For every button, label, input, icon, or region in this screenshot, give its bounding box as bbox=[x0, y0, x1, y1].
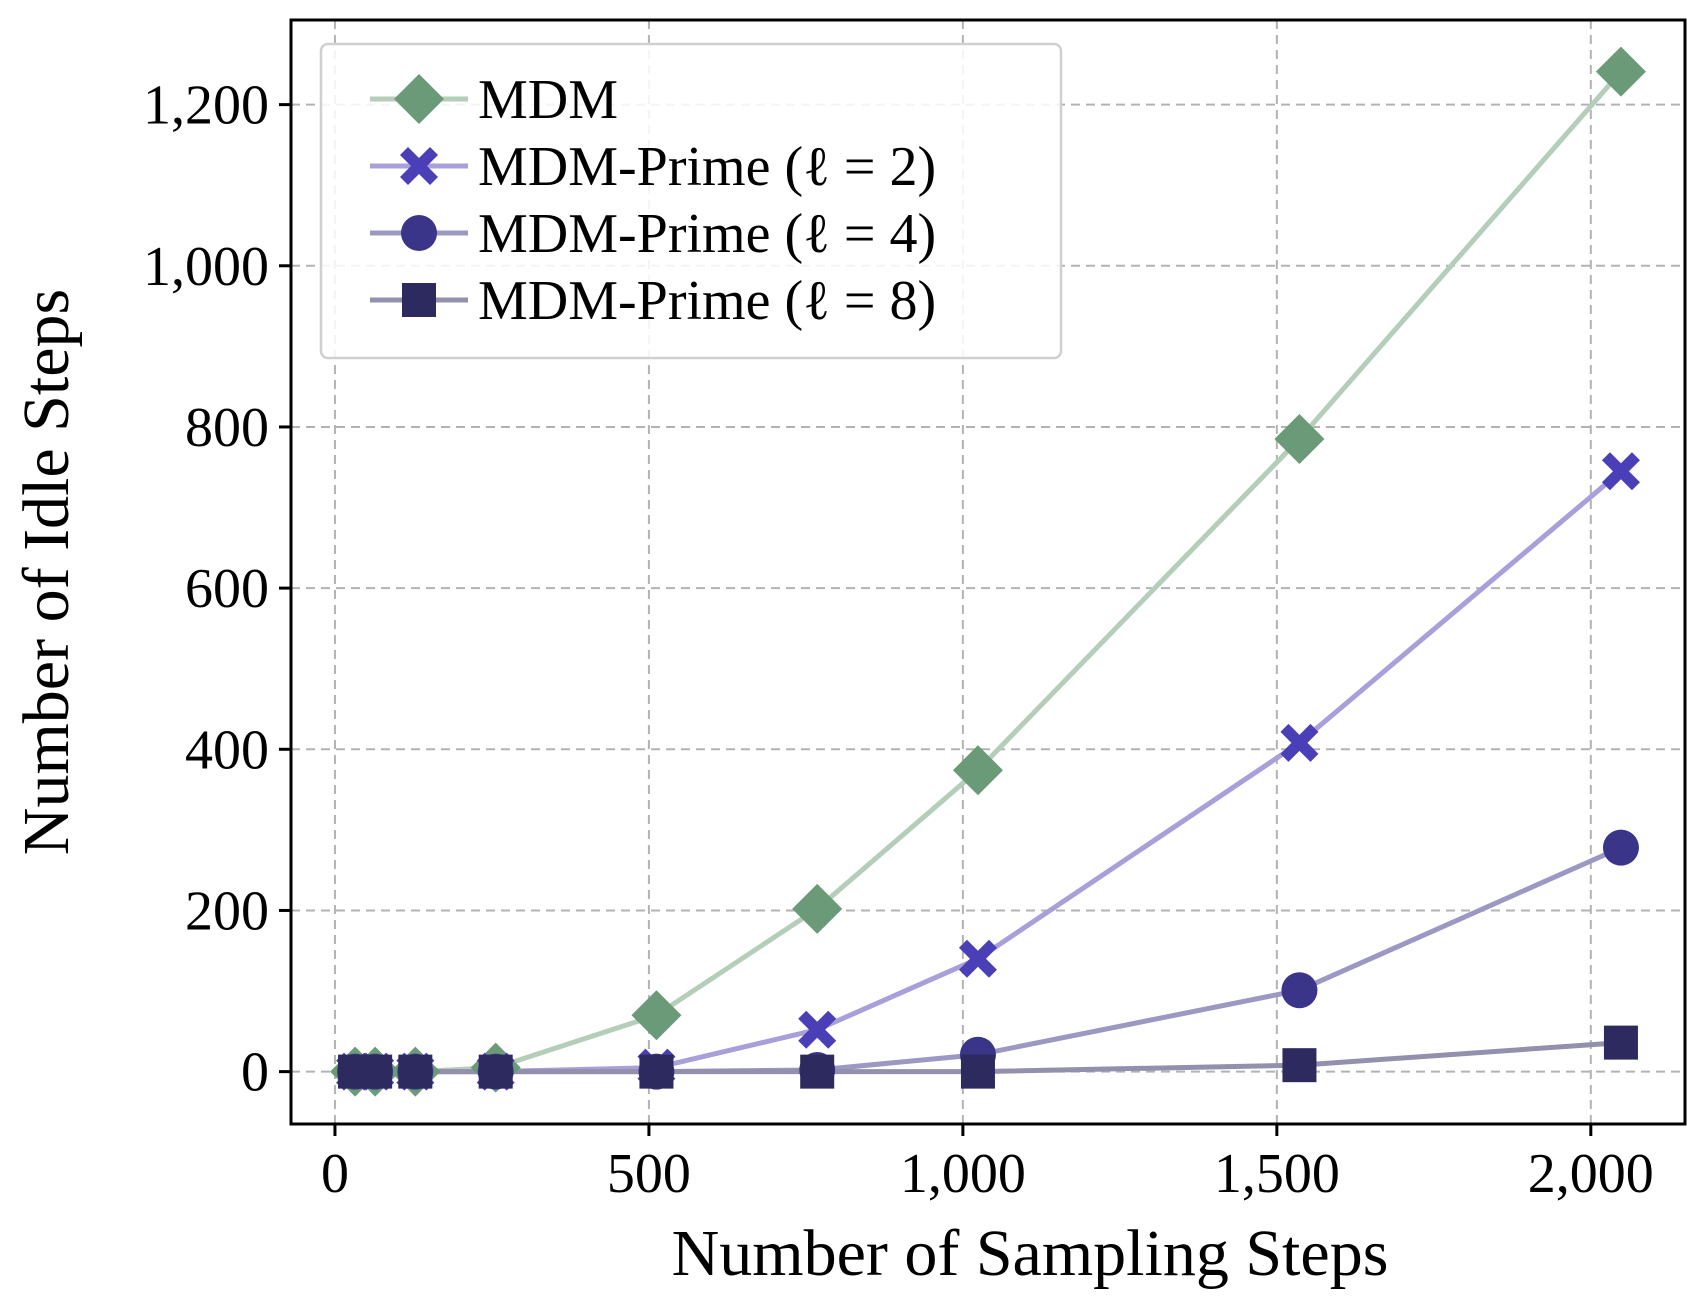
data-point-diamond bbox=[631, 990, 682, 1041]
data-point-square bbox=[1282, 1048, 1317, 1083]
legend-box bbox=[319, 42, 1063, 360]
legend-marker-x bbox=[400, 147, 438, 185]
legend-marker-circle bbox=[401, 215, 437, 251]
y-tick-label: 1,000 bbox=[143, 236, 269, 298]
legend-entry-math: (ℓ = 8) bbox=[784, 270, 936, 332]
data-point-diamond bbox=[1274, 414, 1325, 465]
legend-entry-base: MDM-Prime bbox=[478, 270, 770, 332]
data-point-square bbox=[478, 1054, 513, 1089]
legend-entry-label: MDM-Prime (ℓ = 4) bbox=[478, 203, 936, 265]
y-tick-label: 600 bbox=[185, 558, 269, 620]
legend-marker-square bbox=[402, 283, 436, 317]
x-tick-label: 500 bbox=[607, 1143, 691, 1205]
data-point-x bbox=[798, 1010, 837, 1049]
legend-entry-label: MDM-Prime (ℓ = 8) bbox=[478, 270, 936, 332]
series-markers bbox=[330, 46, 1646, 1097]
legend-entry-label: MDM-Prime (ℓ = 2) bbox=[478, 136, 936, 198]
data-point-circle bbox=[1602, 829, 1639, 866]
x-tick-label: 2,000 bbox=[1528, 1143, 1654, 1205]
x-axis-label: Number of Sampling Steps bbox=[672, 1217, 1389, 1290]
data-point-square bbox=[1603, 1025, 1638, 1060]
legend-marker-diamond bbox=[394, 74, 444, 124]
legend-entry-math: (ℓ = 4) bbox=[784, 203, 936, 265]
x-tick-label: 1,000 bbox=[900, 1143, 1026, 1205]
data-point-x bbox=[1280, 723, 1319, 762]
y-tick-label: 200 bbox=[185, 880, 269, 942]
data-point-square bbox=[800, 1054, 835, 1089]
y-tick-label: 0 bbox=[241, 1042, 269, 1104]
data-point-square bbox=[639, 1054, 674, 1089]
y-tick-label: 800 bbox=[185, 397, 269, 459]
y-axis-label: Number of Idle Steps bbox=[10, 289, 83, 855]
data-point-square bbox=[358, 1054, 393, 1089]
data-point-diamond bbox=[792, 883, 843, 934]
axis-ticks: 0 500 1,000 1,500 2,000 0 200 400 600 800 1,000 1,2… bbox=[143, 75, 1654, 1205]
data-point-circle bbox=[1281, 972, 1318, 1009]
data-point-diamond bbox=[1595, 46, 1646, 97]
x-tick-label: 1,500 bbox=[1214, 1143, 1340, 1205]
legend-entry-base: MDM bbox=[478, 69, 618, 131]
data-point-x bbox=[958, 939, 997, 978]
data-point-diamond bbox=[952, 745, 1003, 796]
y-tick-label: 400 bbox=[185, 719, 269, 781]
x-tick-label: 0 bbox=[321, 1143, 349, 1205]
data-point-square bbox=[398, 1054, 433, 1089]
legend-entry-base: MDM-Prime bbox=[478, 136, 770, 198]
legend-entry-math: (ℓ = 2) bbox=[784, 136, 936, 198]
legend-entry-label: MDM bbox=[478, 69, 618, 131]
y-tick-label: 1,200 bbox=[143, 75, 269, 137]
data-point-square bbox=[960, 1054, 995, 1089]
plot-frame bbox=[289, 18, 1687, 1126]
data-point-x bbox=[1601, 452, 1640, 491]
series-line-2 bbox=[355, 845, 1623, 1075]
legend-entry-base: MDM-Prime bbox=[478, 203, 770, 265]
